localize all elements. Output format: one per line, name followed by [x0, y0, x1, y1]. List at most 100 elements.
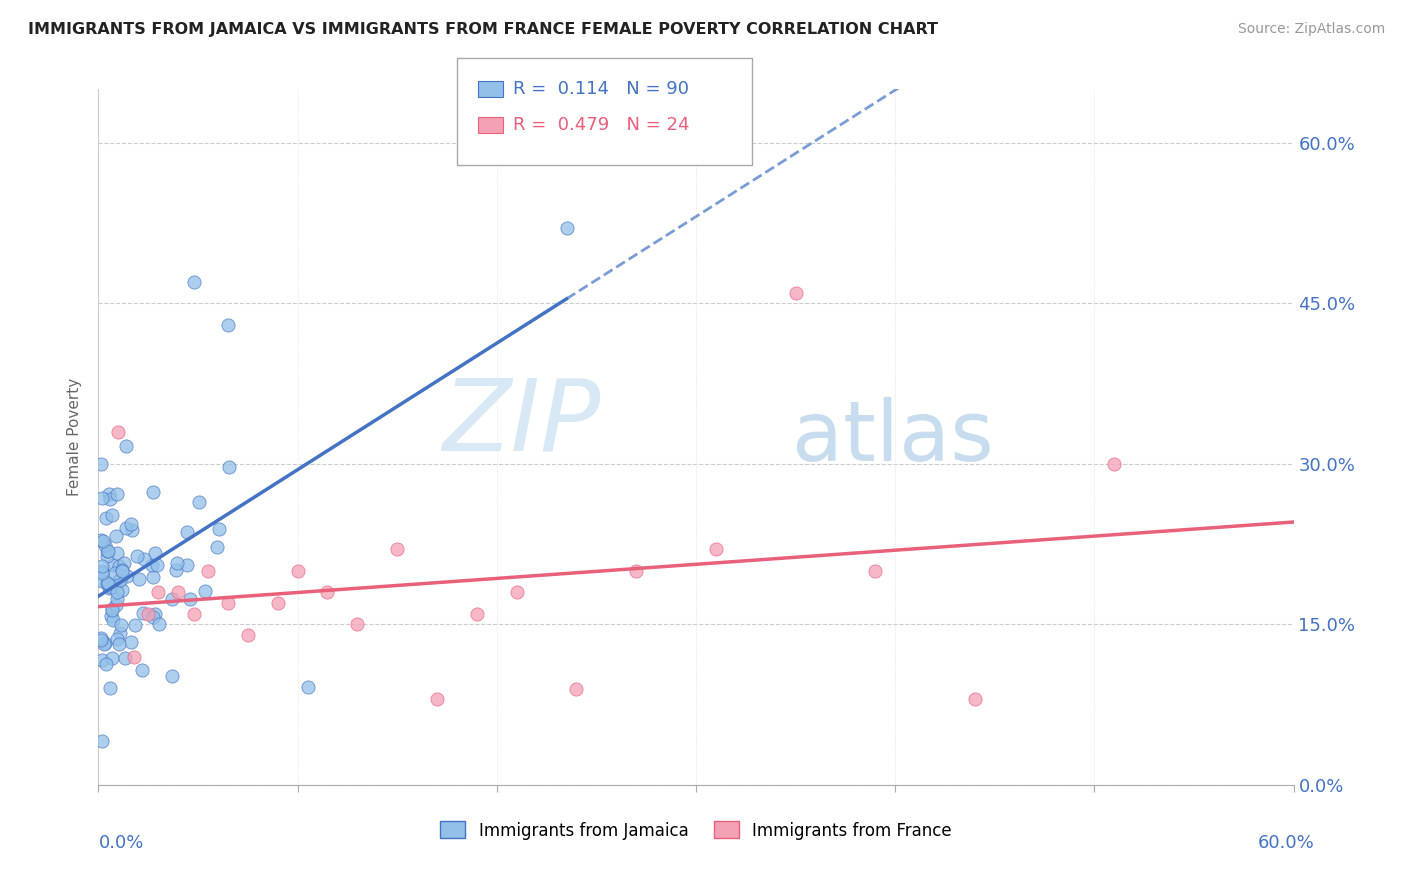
Point — [267, 596, 290, 610]
Point — [101, 603, 124, 617]
Point — [142, 609, 165, 624]
Point — [105, 598, 128, 612]
Point — [100, 609, 122, 624]
Y-axis label: Female Poverty: Female Poverty — [67, 378, 83, 496]
Point — [565, 681, 588, 696]
Point — [100, 651, 122, 665]
Point — [93, 636, 115, 650]
Point — [94, 511, 117, 525]
Point — [97, 581, 120, 595]
Point — [90, 458, 112, 472]
Point — [97, 543, 120, 558]
Point — [105, 546, 128, 560]
Point — [93, 637, 115, 651]
Text: IMMIGRANTS FROM JAMAICA VS IMMIGRANTS FROM FRANCE FEMALE POVERTY CORRELATION CHA: IMMIGRANTS FROM JAMAICA VS IMMIGRANTS FR… — [28, 22, 938, 37]
Point — [316, 585, 339, 599]
Point — [120, 517, 142, 532]
Point — [124, 649, 146, 664]
Legend: Immigrants from Jamaica, Immigrants from France: Immigrants from Jamaica, Immigrants from… — [434, 814, 957, 847]
Text: 60.0%: 60.0% — [1258, 834, 1315, 852]
Point — [145, 558, 167, 572]
Point — [90, 631, 112, 645]
Point — [865, 564, 887, 578]
Point — [91, 566, 114, 581]
Point — [91, 574, 114, 589]
Point — [704, 542, 727, 557]
Point — [97, 577, 120, 591]
Point — [94, 657, 117, 671]
Point — [134, 551, 156, 566]
Point — [121, 524, 143, 538]
Text: atlas: atlas — [792, 397, 993, 477]
Point — [108, 573, 131, 587]
Point — [96, 575, 118, 590]
Point — [114, 439, 136, 453]
Text: Source: ZipAtlas.com: Source: ZipAtlas.com — [1237, 22, 1385, 37]
Text: ZIP: ZIP — [441, 375, 600, 472]
Point — [194, 584, 217, 599]
Point — [166, 557, 188, 571]
Point — [217, 596, 239, 610]
Point — [197, 564, 219, 578]
Point — [142, 485, 165, 500]
Point — [110, 618, 132, 632]
Point — [100, 681, 122, 695]
Point — [626, 564, 648, 578]
Point — [183, 275, 205, 289]
Point — [217, 318, 239, 332]
Point — [207, 540, 229, 554]
Point — [114, 650, 136, 665]
Point — [218, 459, 240, 474]
Point — [188, 495, 211, 509]
Point — [107, 632, 129, 646]
Point — [131, 663, 153, 677]
Point — [104, 566, 127, 581]
Point — [90, 633, 112, 648]
Point — [143, 546, 166, 560]
Point — [114, 521, 136, 535]
Point — [108, 558, 131, 573]
Point — [179, 591, 201, 606]
Point — [160, 668, 183, 682]
Point — [963, 692, 986, 706]
Point — [165, 563, 187, 577]
Point — [112, 556, 135, 570]
Point — [91, 734, 114, 748]
Point — [426, 692, 449, 706]
Point — [148, 585, 170, 599]
Point — [108, 625, 131, 640]
Point — [143, 607, 166, 621]
Point — [207, 522, 229, 536]
Point — [90, 533, 112, 547]
Point — [108, 637, 131, 651]
Point — [96, 544, 118, 558]
Point — [136, 607, 159, 621]
Point — [97, 576, 120, 591]
Point — [107, 425, 129, 439]
Point — [128, 572, 150, 586]
Point — [97, 487, 120, 501]
Point — [90, 653, 112, 667]
Point — [183, 607, 205, 621]
Point — [125, 549, 148, 563]
Point — [555, 221, 578, 235]
Point — [91, 564, 114, 578]
Point — [100, 602, 122, 616]
Point — [148, 617, 170, 632]
Point — [111, 565, 134, 579]
Point — [124, 618, 146, 632]
Point — [101, 558, 124, 572]
Text: 0.0%: 0.0% — [98, 834, 143, 852]
Text: R =  0.114   N = 90: R = 0.114 N = 90 — [513, 80, 689, 98]
Point — [1104, 457, 1126, 471]
Point — [132, 606, 155, 620]
Point — [506, 585, 529, 599]
Point — [100, 580, 122, 594]
Point — [91, 533, 114, 548]
Point — [94, 538, 117, 552]
Point — [96, 549, 118, 563]
Point — [111, 582, 134, 597]
Point — [346, 617, 368, 632]
Point — [385, 542, 409, 557]
Point — [141, 558, 163, 573]
